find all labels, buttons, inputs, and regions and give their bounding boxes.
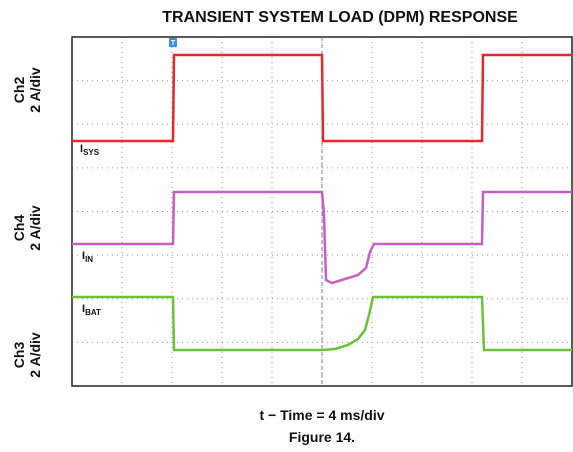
channel-scale: 2 A/div [27,332,43,378]
trigger-marker [169,38,177,47]
trace-label: IBAT [82,303,101,317]
channel-scale: 2 A/div [27,205,43,251]
title: TRANSIENT SYSTEM LOAD (DPM) RESPONSE [162,9,518,26]
trigger-label: T [171,40,176,47]
channel-scale: 2 A/div [27,67,43,113]
channel-name: Ch2 [11,77,27,104]
channel-name: Ch3 [11,342,27,369]
x-label: t − Time = 4 ms/div [259,407,384,423]
trace-iin [72,190,572,285]
trace-label: IIN [82,250,93,264]
caption: Figure 14. [289,429,355,445]
trace-isys [72,53,572,143]
trace-label: ISYS [80,143,100,157]
channel-name: Ch4 [11,215,27,242]
trace-ibat [72,295,572,352]
